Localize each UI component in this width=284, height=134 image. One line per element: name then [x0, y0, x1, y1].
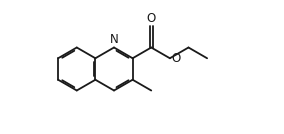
Text: O: O	[147, 12, 156, 25]
Text: O: O	[171, 52, 180, 65]
Text: N: N	[110, 33, 118, 46]
